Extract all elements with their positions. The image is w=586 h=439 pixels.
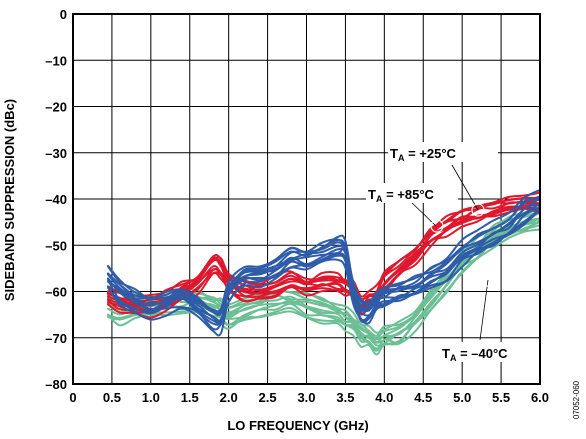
label-bg-t85: [366, 183, 458, 203]
x-tick-label: 0: [69, 390, 76, 405]
x-tick-labels: 0 0.5 1.0 1.5 2.0 2.5 3.0 3.5 4.0 4.5 5.0 5.5 6.0: [69, 390, 549, 405]
series-line-t25: [107, 202, 541, 323]
y-tick-label: 0: [60, 7, 67, 22]
x-tick-label: 6.0: [531, 390, 549, 405]
x-tick-label: 0.5: [103, 390, 121, 405]
marker-tm40: [481, 273, 495, 287]
series-line-t85: [107, 191, 541, 303]
x-axis-title: LO FREQUENCY (GHz): [227, 418, 368, 433]
leader-tm40: [479, 279, 489, 341]
series-line-t25: [107, 196, 541, 313]
temperature-annotations: TA = +25°C TA = +85°C TA = –40°C: [366, 142, 532, 363]
series-line-t25: [107, 209, 541, 337]
y-tick-label: –20: [45, 100, 67, 115]
label-bg-t25: [388, 142, 498, 162]
x-tick-label: 2.0: [220, 390, 238, 405]
x-tick-label: 2.5: [259, 390, 277, 405]
y-axis-title: SIDEBAND SUPPRESSION (dBc): [2, 99, 17, 301]
data-series: [107, 188, 541, 356]
series-line-t25: [107, 188, 541, 315]
plot-frame: [72, 13, 541, 385]
x-tick-label: 1.5: [181, 390, 199, 405]
x-tick-label: 5.0: [453, 390, 471, 405]
x-tick-label: 4.5: [414, 390, 432, 405]
y-tick-label: –60: [45, 285, 67, 300]
y-tick-label: –40: [45, 192, 67, 207]
y-tick-label: –80: [45, 377, 67, 392]
y-tick-label: –30: [45, 146, 67, 161]
leader-t25: [451, 164, 479, 211]
x-tick-label: 4.0: [375, 390, 393, 405]
y-tick-label: –70: [45, 331, 67, 346]
series-line-t85: [107, 207, 541, 313]
label-bg-tm40: [440, 342, 532, 362]
annotation-t85: TA = +85°C: [368, 187, 435, 204]
x-tick-label: 5.5: [492, 390, 510, 405]
x-tick-label: 1.0: [142, 390, 160, 405]
y-tick-label: –50: [45, 238, 67, 253]
leader-t85: [409, 200, 437, 227]
grid-lines: [73, 14, 540, 384]
series-line-tm40: [107, 224, 541, 351]
x-tick-label: 3.0: [297, 390, 315, 405]
y-tick-label: –10: [45, 53, 67, 68]
y-tick-labels: 0 –10 –20 –30 –40 –50 –60 –70 –80: [45, 7, 67, 392]
figure-id: 07052-060: [572, 380, 581, 419]
x-tick-label: 3.5: [336, 390, 354, 405]
annotation-tm40: TA = –40°C: [442, 346, 508, 363]
marker-t25: [471, 203, 485, 217]
series-line-t25: [107, 208, 541, 331]
annotation-t25: TA = +25°C: [390, 146, 457, 163]
marker-t85: [430, 219, 444, 233]
